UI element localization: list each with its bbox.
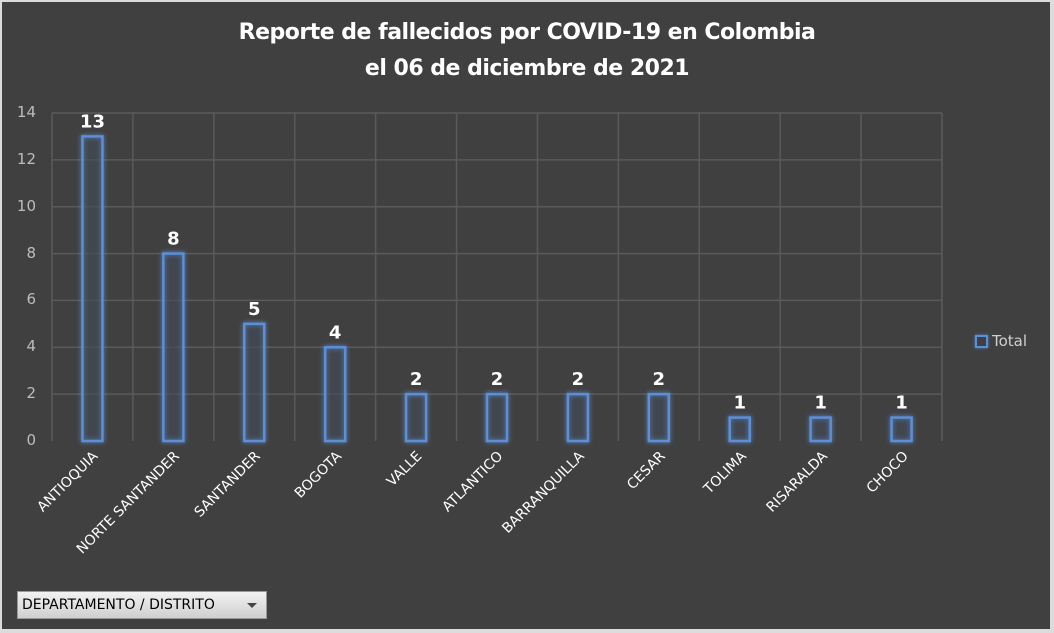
data-label: 1 <box>814 393 827 414</box>
data-label: 2 <box>653 369 666 390</box>
data-label: 5 <box>248 299 261 320</box>
y-tick-label: 8 <box>26 243 36 262</box>
data-label: 8 <box>167 229 180 250</box>
chart-subtitle: el 06 de diciembre de 2021 <box>364 56 690 81</box>
legend-label: Total <box>992 332 1028 350</box>
data-label: 4 <box>329 322 342 343</box>
legend: Total <box>975 332 1027 350</box>
y-tick-label: 0 <box>26 431 36 449</box>
bar[interactable] <box>890 416 913 443</box>
filter-label: DEPARTAMENTO / DISTRITO <box>22 597 215 613</box>
bar[interactable] <box>566 392 590 443</box>
department-filter-dropdown[interactable]: DEPARTAMENTO / DISTRITO <box>17 591 267 619</box>
y-tick-label: 14 <box>16 103 36 121</box>
y-tick-label: 12 <box>16 149 36 168</box>
data-label: 1 <box>733 393 746 414</box>
y-tick-label: 6 <box>26 290 36 309</box>
legend-swatch-icon <box>975 334 988 348</box>
data-label: 2 <box>572 369 585 390</box>
y-tick-label: 4 <box>26 337 36 356</box>
bar[interactable] <box>404 392 428 443</box>
bar[interactable] <box>323 346 347 443</box>
data-label: 2 <box>491 369 504 390</box>
bar[interactable] <box>809 416 832 443</box>
bar[interactable] <box>162 252 185 443</box>
y-tick-label: 2 <box>26 384 36 403</box>
chevron-down-icon <box>247 602 257 608</box>
y-tick-label: 10 <box>16 196 36 215</box>
data-label: 2 <box>410 369 423 390</box>
bar[interactable] <box>647 392 671 443</box>
bar[interactable] <box>81 135 104 443</box>
bar[interactable] <box>485 392 509 443</box>
data-label: 1 <box>895 393 908 414</box>
chart-title: Reporte de fallecidos por COVID-19 en Co… <box>238 20 816 45</box>
data-label: 13 <box>80 111 105 132</box>
bar[interactable] <box>728 416 751 443</box>
bar[interactable] <box>243 322 266 443</box>
